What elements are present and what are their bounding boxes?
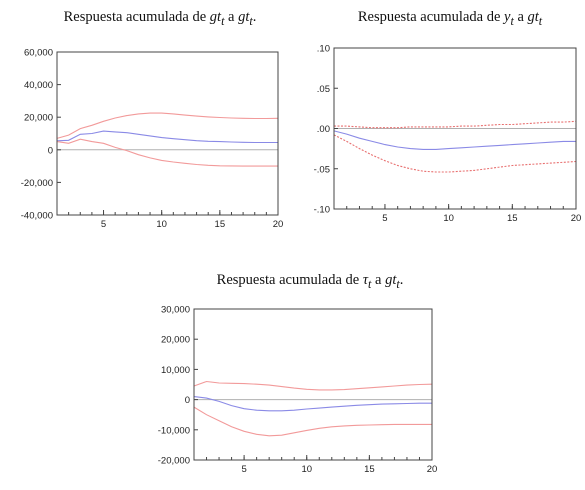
chart-1-plot-frame [56,51,279,216]
chart-2-y-tick-label: .05 [317,84,330,95]
chart-1-series-lower [56,138,278,167]
chart-3-x-tick-label: 10 [301,464,312,475]
chart-3-x-tick-label: 20 [427,464,438,475]
chart-1-x-tick-label: 10 [156,219,167,230]
chart-2-series-upper [334,120,577,129]
chart-1-y-tick-label: 40,000 [24,80,53,91]
chart-3-y-tick-label: 0 [185,395,190,406]
chart-2-x-tick-label: 20 [571,213,582,224]
chart-1-x-tick-label: 15 [215,219,226,230]
chart-1-y-tick-label: -20,000 [21,178,53,189]
chart-3-plot-frame [193,308,433,461]
chart-2-y-tick-label: .10 [317,44,330,55]
chart-2-x-tick-label: 5 [382,213,387,224]
chart-1-title: Respuesta acumulada de gtt a gtt. [63,9,257,28]
chart-3-series-upper [193,380,433,391]
chart-1-series-upper [56,112,279,139]
chart-1-y-tick-label: -40,000 [21,211,53,222]
chart-2-series-lower [333,134,577,173]
chart-3-y-tick-label: -10,000 [158,425,190,436]
chart-2-x-tick-label: 10 [443,213,454,224]
chart-1-x-tick-label: 20 [273,219,284,230]
chart-3-x-tick-label: 15 [364,464,375,475]
chart-2-y-tick-label: .00 [317,124,330,135]
chart-3-x-tick-label: 5 [241,464,246,475]
chart-3-series-response [193,396,432,412]
chart-2-series-response [333,130,576,150]
chart-1-series-response [56,130,278,144]
chart-2-title: Respuesta acumulada de yt a gtt [357,9,543,28]
chart-2-x-tick-label: 15 [507,213,518,224]
chart-3-title: Respuesta acumulada de τt a gtt. [216,272,404,291]
chart-1-y-tick-label: 60,000 [24,48,53,59]
chart-3-y-tick-label: 30,000 [161,305,190,316]
chart-1-x-tick-label: 5 [101,219,106,230]
chart-3-series-lower [193,406,432,437]
chart-1-y-tick-label: 0 [48,145,53,156]
chart-3-y-tick-label: -20,000 [158,456,190,467]
chart-2-y-tick-label: -.05 [314,164,330,175]
chart-3-y-tick-label: 20,000 [161,335,190,346]
chart-3-y-tick-label: 10,000 [161,365,190,376]
chart-1-y-tick-label: 20,000 [24,113,53,124]
chart-2-y-tick-label: -.10 [314,205,330,216]
